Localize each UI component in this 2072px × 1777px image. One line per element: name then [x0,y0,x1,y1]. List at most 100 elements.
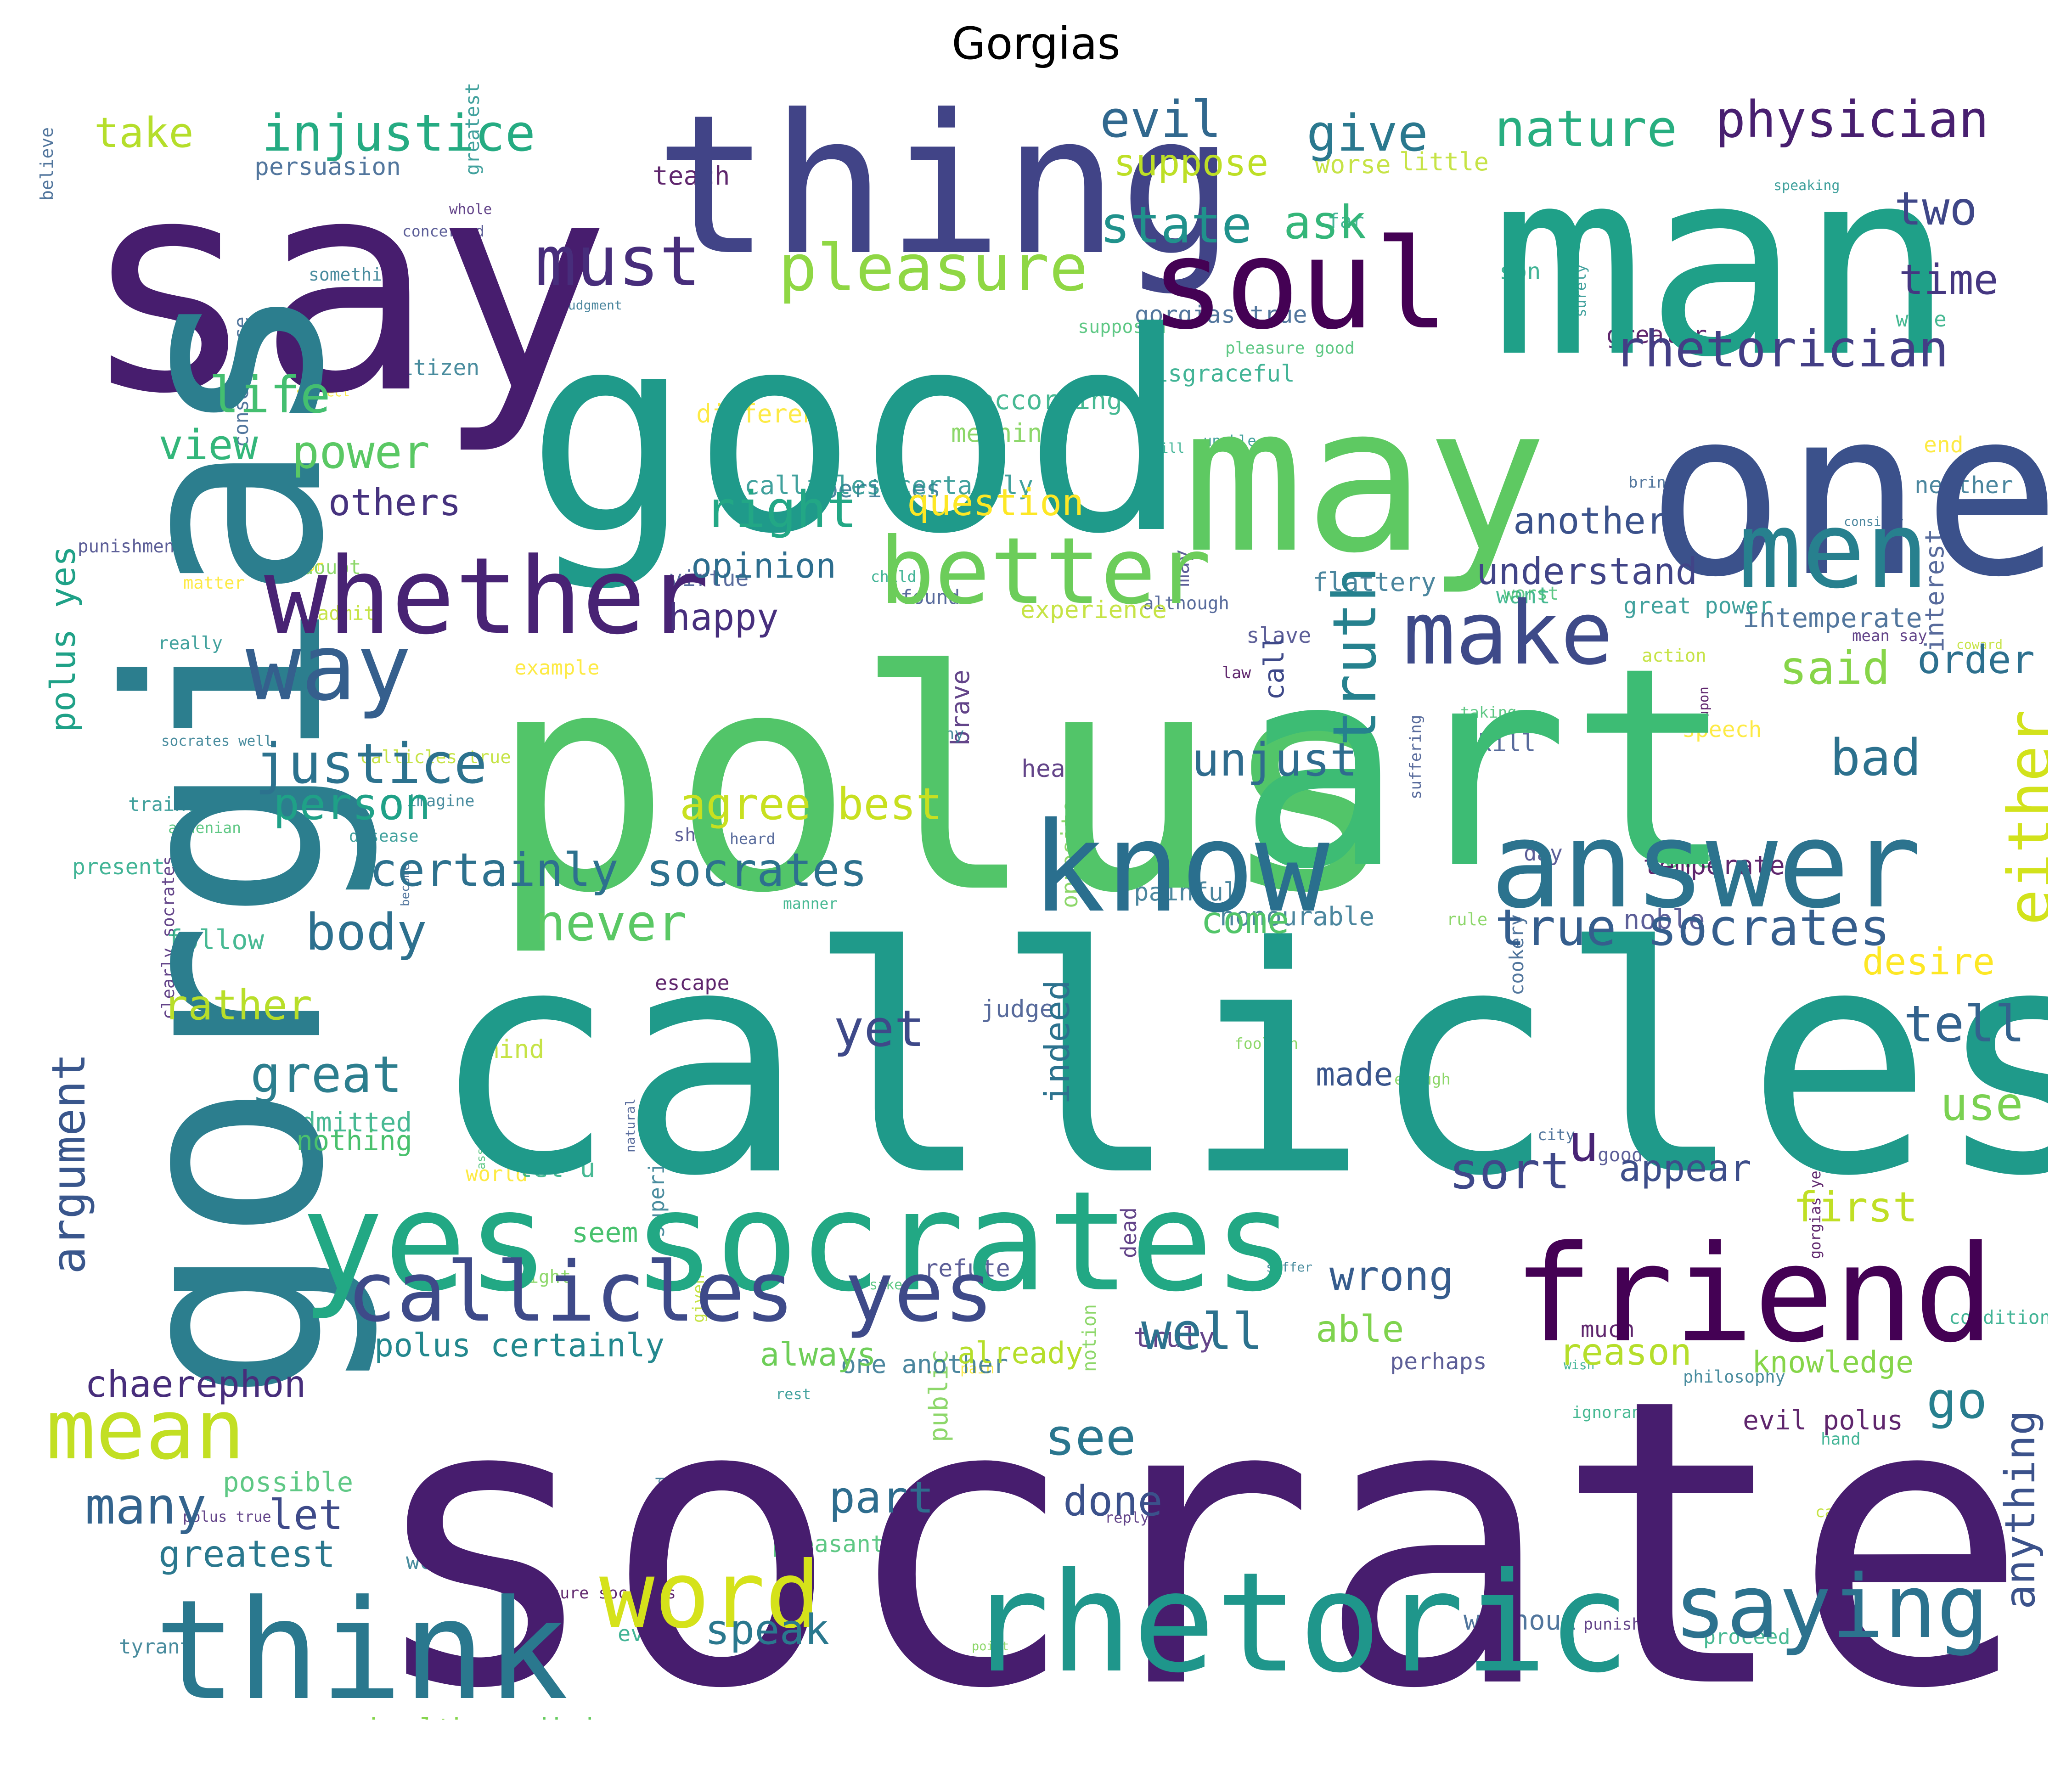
word-sort: sort [1449,1142,1571,1200]
small-word-law: law [1222,664,1251,682]
word-go: go [1926,1371,1988,1430]
word-socrates: socrates [365,1315,2048,1720]
word-good: good [526,273,1189,594]
small-word-mean-say: mean say [1852,627,1927,645]
small-word-day: day [1524,841,1563,866]
small-word-heard: heard [730,830,776,848]
small-word-consider: consider [1844,515,1904,529]
small-word-bring: bring [1628,473,1676,492]
small-word-flattery: flattery [1312,568,1436,597]
small-word-pericles: pericles [823,475,941,503]
small-word-judgment: judgment [560,298,622,313]
word-others: others [328,481,461,524]
small-word-meaning: meaning [951,418,1058,448]
small-word-philosophy: philosophy [1683,1367,1785,1387]
word-thing: thing [654,80,1235,298]
small-word-callicles-certainly: callicles certainly [744,471,1034,500]
small-word-truly: truly [1133,1322,1215,1353]
word-happy: happy [668,596,779,639]
word-person: person [273,779,431,830]
small-word-speech: speech [1682,717,1762,742]
small-word-admit: admit [317,602,376,624]
word-evil: evil [1100,90,1222,149]
word-speak: speak [705,1606,829,1654]
word-life: life [209,366,331,424]
word-know: know [1031,795,1330,940]
word-order: order [1917,637,2035,683]
small-word-experience: experience [1020,596,1167,624]
small-word-slave: slave [1246,623,1312,648]
word-rather: rather [163,981,313,1029]
word-right: right [705,480,857,539]
small-word-hand: hand [1821,1430,1861,1449]
small-word-enough: enough [1394,1070,1451,1089]
small-word-disgraceful: disgraceful [1140,360,1295,388]
word-callicles-yes: callicles yes [347,1244,994,1340]
word-certainly-socrates: certainly socrates [370,843,867,897]
small-word-painful: painful [1134,877,1239,906]
small-word-kill: kill [1477,729,1536,757]
small-word-coward: coward [1956,637,2003,652]
small-word-many: many [925,725,964,743]
small-word-greater: greater [1606,321,1707,349]
small-word-great-power: great power [1623,593,1773,619]
small-word-trainer: trainer [128,793,210,815]
small-word-honourable: honourable [1220,902,1375,932]
word-physician: physician [1715,90,1989,149]
word-let: let [269,1491,343,1539]
word-truth: truth [1320,566,1390,746]
word-always: always [760,1336,876,1373]
small-word-end: end [1924,432,1964,458]
small-word-condition: condition [1949,1306,2048,1328]
word-rhetoric: rhetoric [967,1543,1630,1703]
chart-title: Gorgias [952,18,1120,69]
small-word-tyrant: tyrant [119,1635,192,1659]
small-word-let-u: let u [517,1153,596,1183]
word-never: never [535,894,687,952]
small-word-foolish: foolish [1234,1035,1299,1052]
word-seem: seem [572,1217,638,1249]
small-word-love: love [1649,844,1712,874]
small-word-supposed: supposed [1078,316,1166,337]
small-word-show: show [674,825,718,846]
word-must: must [535,222,701,302]
word-call: call [1258,634,1290,701]
word-injustice: injustice [262,104,536,163]
word-rhetorician: rhetorician [1614,320,1949,378]
small-word-persuasion: persuasion [254,153,401,181]
word-give: give [1306,104,1428,163]
word-cloud: little doubt love hand trainer something intem… [25,80,2048,1720]
small-word-disease: disease [349,827,419,846]
word-first: first [1793,1183,1918,1232]
word-argument: argument [42,1053,96,1274]
small-word-refute: refute [924,1255,1010,1282]
small-word-example: example [514,656,600,680]
word-time: time [1899,256,1999,304]
word-state: state [1100,196,1252,254]
small-word-case: case [1815,1503,1853,1521]
word-wrong: wrong [1329,1252,1454,1300]
small-word-rule: rule [1447,910,1488,929]
small-word-evil-polus: evil polus [1743,1405,1903,1436]
small-word-citizen: citizen [387,355,480,381]
small-word-matter: matter [183,573,245,593]
word-make: make [1403,583,1613,684]
small-word-city: city [1537,1126,1575,1144]
word-greatest: greatest [158,1533,336,1575]
word-u: u [1568,1114,1599,1173]
word-think: think [154,1570,569,1720]
word-already: already [957,1336,1083,1371]
small-word-something: something [309,264,403,285]
small-word-want: want [1496,583,1551,609]
word-tell: tell [1903,995,2025,1053]
word-great: great [250,1045,403,1104]
word-way: way [246,614,412,721]
word-come: come [1201,899,1289,942]
small-word-mind: mind [484,1035,545,1064]
word-one: one [1646,360,2048,627]
word-reason: reason [1559,1331,1692,1373]
small-word-noble: noble [1623,904,1705,935]
small-word-sure-socrates: sure socrates [550,1584,676,1603]
small-word-punished: punished [1583,1615,1661,1634]
word-mean: mean [46,1382,245,1478]
